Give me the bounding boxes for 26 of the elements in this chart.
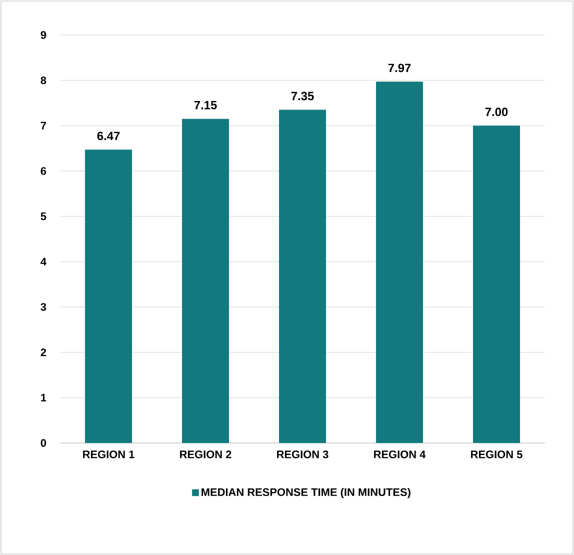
y-tick-label: 4 xyxy=(40,258,46,266)
legend-label: MEDIAN RESPONSE TIME (IN MINUTES) xyxy=(202,488,410,498)
data-label: 7.00 xyxy=(485,108,508,116)
x-tick-label: REGION 2 xyxy=(180,450,232,458)
data-label: 7.35 xyxy=(291,92,314,100)
y-tick-label: 1 xyxy=(41,394,46,402)
data-label: 6.47 xyxy=(97,132,120,140)
y-tick-label: 3 xyxy=(40,303,46,311)
y-tick-label: 2 xyxy=(40,348,46,356)
bar xyxy=(279,110,326,443)
x-tick-label: REGION 5 xyxy=(471,450,522,458)
y-tick-label: 6 xyxy=(40,167,46,175)
y-tick-label: 0 xyxy=(40,439,46,447)
data-label: 7.97 xyxy=(388,64,411,72)
bar xyxy=(85,150,132,443)
data-label: 7.15 xyxy=(194,100,217,110)
bar xyxy=(473,126,520,443)
y-tick-label: 7 xyxy=(40,122,46,130)
x-tick-label: REGION 3 xyxy=(277,450,328,458)
bar xyxy=(376,82,424,443)
bar xyxy=(182,118,230,443)
x-tick-label: REGION 4 xyxy=(374,450,426,458)
y-tick-label: 5 xyxy=(40,212,46,220)
y-tick-label: 8 xyxy=(40,76,46,84)
x-tick-label: REGION 1 xyxy=(83,450,134,458)
y-tick-label: 9 xyxy=(40,31,46,39)
